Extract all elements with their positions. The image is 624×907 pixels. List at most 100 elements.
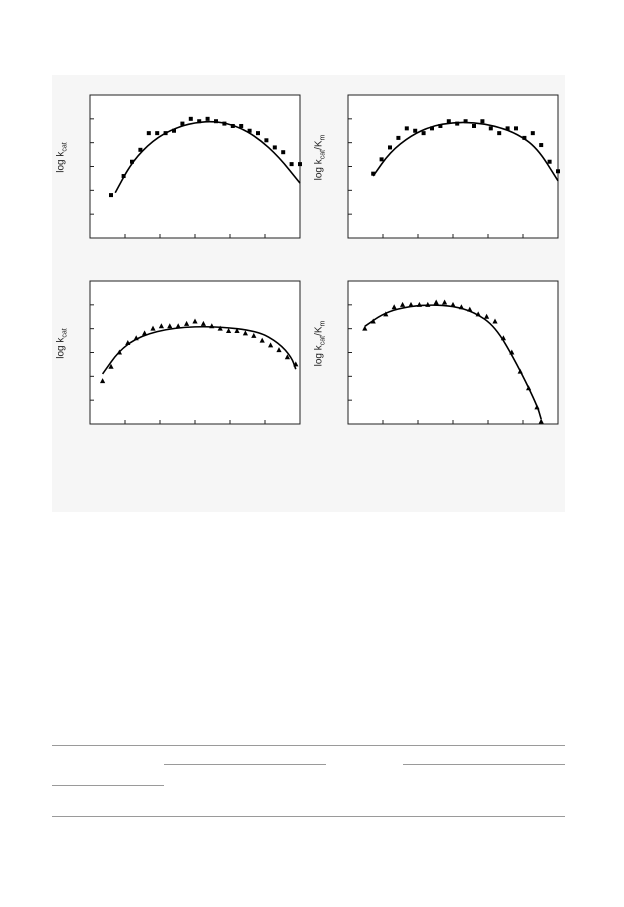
table-group-rule-left xyxy=(164,764,326,765)
data-point xyxy=(379,157,384,162)
data-point xyxy=(155,131,160,136)
data-point xyxy=(276,347,282,353)
fit-curve xyxy=(364,304,542,420)
chart-svg xyxy=(347,280,559,425)
data-point xyxy=(484,313,490,319)
data-point xyxy=(509,349,515,355)
data-point xyxy=(184,320,190,326)
panel-top-left: log kcat xyxy=(52,75,332,250)
fit-curve xyxy=(101,325,297,375)
data-point xyxy=(362,325,368,331)
figure-area: log kcat log kcat/Km log kcat log kcat/K… xyxy=(52,75,565,512)
data-point xyxy=(433,299,439,305)
data-point xyxy=(217,325,223,331)
data-point xyxy=(388,145,392,150)
plot-frame xyxy=(347,94,559,239)
data-point xyxy=(391,304,397,310)
data-point xyxy=(505,126,510,131)
plot-frame xyxy=(89,280,301,425)
data-point xyxy=(256,131,260,136)
data-point xyxy=(383,311,389,317)
data-point xyxy=(205,116,210,121)
data-point xyxy=(289,162,294,167)
data-point xyxy=(214,119,218,124)
data-point xyxy=(539,143,544,148)
data-point xyxy=(234,328,240,334)
table-bottom-rule xyxy=(52,816,565,817)
data-point xyxy=(172,128,176,133)
data-point xyxy=(109,193,113,198)
data-point xyxy=(268,342,274,348)
panel-top-right: log kcat/Km xyxy=(310,75,590,250)
data-point xyxy=(475,311,481,317)
data-point xyxy=(130,159,134,164)
data-point xyxy=(264,138,269,143)
data-point xyxy=(226,328,232,334)
data-point xyxy=(522,135,527,140)
data-point xyxy=(404,126,409,131)
data-point xyxy=(247,128,252,133)
data-point xyxy=(458,304,464,310)
chart-svg xyxy=(347,94,560,239)
data-point xyxy=(370,318,376,324)
data-point xyxy=(175,323,181,329)
data-point xyxy=(180,121,185,126)
data-point xyxy=(421,131,426,136)
data-point xyxy=(188,116,193,121)
data-point xyxy=(488,126,493,131)
data-point xyxy=(230,123,235,128)
data-point xyxy=(517,368,523,374)
table-group-rule-right xyxy=(403,764,565,765)
panel-bottom-left: log kcat xyxy=(52,261,332,436)
data-point xyxy=(150,325,156,331)
data-point xyxy=(450,301,456,307)
data-point xyxy=(480,119,485,124)
plot-frame xyxy=(89,94,301,239)
data-point xyxy=(400,301,406,307)
data-point xyxy=(116,349,122,355)
data-point xyxy=(163,131,168,136)
data-point xyxy=(556,169,560,174)
data-point xyxy=(281,150,286,155)
data-point xyxy=(534,404,540,410)
data-point xyxy=(408,301,414,307)
data-point xyxy=(293,361,299,367)
data-point xyxy=(197,119,202,124)
data-point xyxy=(530,131,535,136)
data-point xyxy=(209,323,215,329)
data-point xyxy=(430,126,434,131)
data-point xyxy=(497,131,502,136)
data-point xyxy=(547,159,552,164)
data-point xyxy=(251,332,257,338)
data-point xyxy=(138,147,143,152)
data-point xyxy=(455,121,460,126)
data-point xyxy=(192,318,198,324)
data-point xyxy=(472,123,476,128)
data-point xyxy=(463,119,468,124)
data-point xyxy=(239,123,244,128)
data-point xyxy=(425,301,431,307)
data-point xyxy=(416,301,422,307)
data-point xyxy=(371,171,376,176)
data-point xyxy=(446,119,451,124)
chart-svg xyxy=(89,280,301,425)
data-point xyxy=(158,323,164,329)
data-point xyxy=(298,162,302,167)
data-point xyxy=(200,320,206,326)
data-point xyxy=(284,354,290,360)
data-point xyxy=(259,337,265,343)
panel-bottom-right: log kcat/Km xyxy=(310,261,590,436)
data-point xyxy=(167,323,173,329)
data-point xyxy=(142,330,148,336)
data-point xyxy=(222,121,227,126)
data-point xyxy=(492,318,498,324)
data-point xyxy=(272,145,277,150)
table-header-rule-stub xyxy=(52,785,164,786)
data-point xyxy=(500,335,506,341)
data-point xyxy=(538,418,544,424)
data-point xyxy=(467,306,473,312)
data-point xyxy=(526,385,532,391)
data-point xyxy=(514,126,518,131)
data-point xyxy=(108,363,114,369)
data-point xyxy=(413,128,418,133)
